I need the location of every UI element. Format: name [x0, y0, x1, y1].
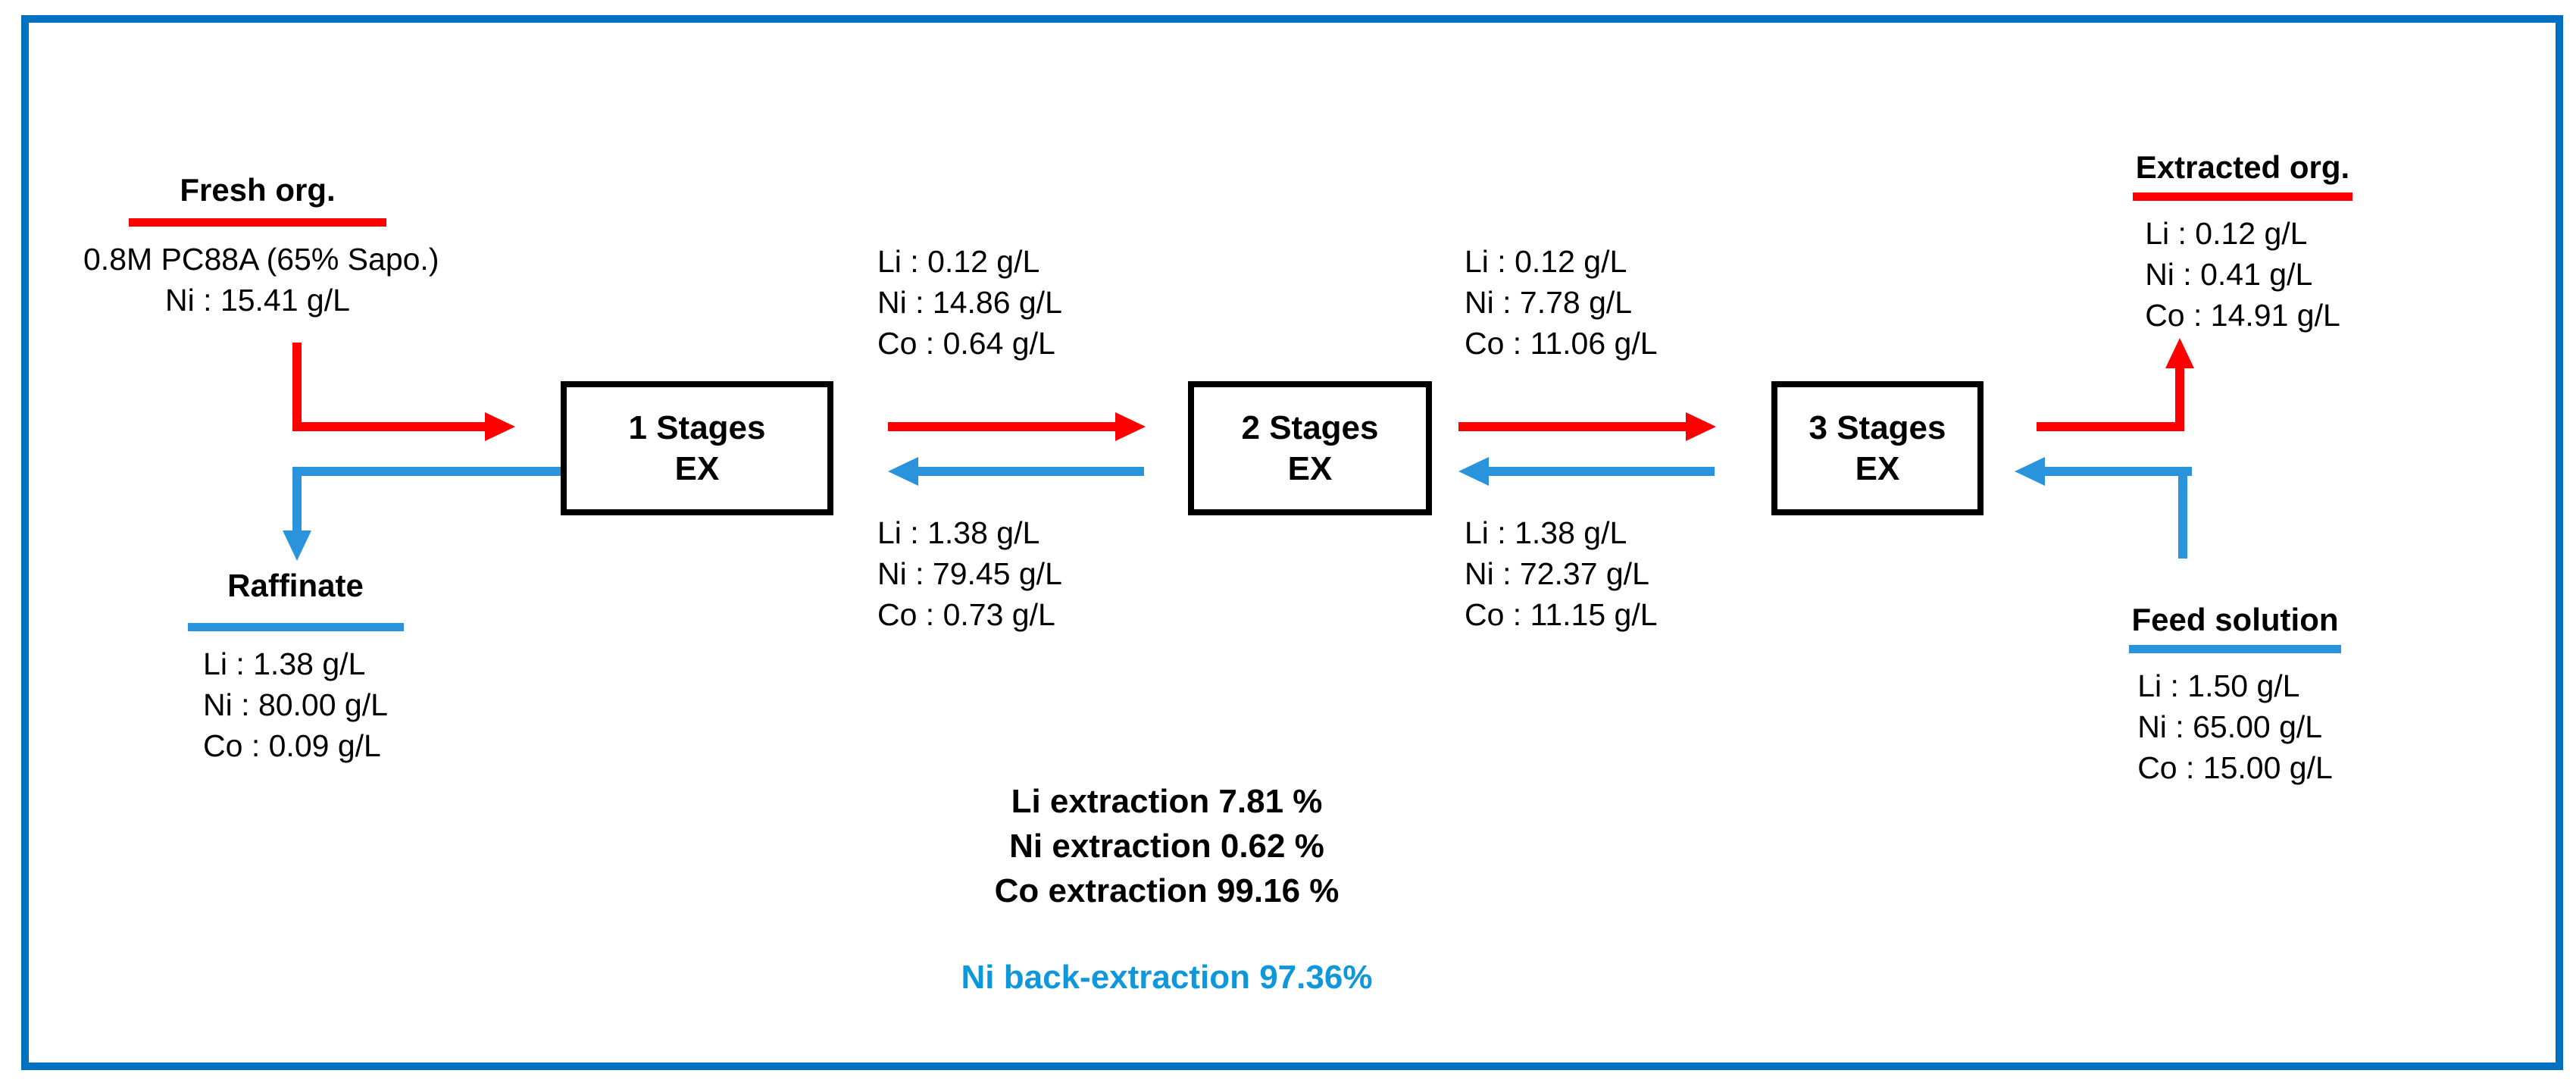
- feed-solution-title: Feed solution: [2131, 602, 2339, 637]
- summary-block: Li extraction 7.81 % Ni extraction 0.62 …: [833, 779, 1500, 1000]
- extracted-org-line: Ni : 0.41 g/L: [2145, 257, 2313, 292]
- extracted-org-block: Extracted org. Li : 0.12 g/L Ni : 0.41 g…: [2084, 149, 2402, 336]
- feed-solution-blue-underline: [2129, 645, 2341, 653]
- arrow-left-blue-icon: [1458, 457, 1489, 486]
- fresh-org-arrow-horizontal: [292, 422, 485, 431]
- stream-label-org-2-3: Li : 0.12 g/L Ni : 7.78 g/L Co : 11.06 g…: [1465, 241, 1658, 364]
- li-extraction-summary: Li extraction 7.81 %: [1011, 783, 1323, 820]
- fresh-org-block: Fresh org. 0.8M PC88A (65% Sapo.) Ni : 1…: [83, 171, 439, 321]
- raffinate-arrow-vertical: [292, 467, 302, 532]
- fresh-org-line: Ni : 15.41 g/L: [165, 283, 350, 318]
- arrow-right-red-icon: [1686, 412, 1716, 441]
- arrow-right-red-icon: [1115, 412, 1146, 441]
- fresh-org-arrow-vertical: [292, 343, 302, 431]
- arrow-up-red-icon: [2165, 338, 2194, 368]
- feed-arrow-horizontal: [2045, 467, 2192, 476]
- stream-line: Co : 11.15 g/L: [1465, 597, 1658, 632]
- arrow-right-red-icon: [485, 412, 515, 441]
- feed-solution-line: Li : 1.50 g/L: [2137, 668, 2300, 703]
- feed-solution-block: Feed solution Li : 1.50 g/L Ni : 65.00 g…: [2068, 601, 2402, 788]
- arrow-left-blue-icon: [888, 457, 918, 486]
- aq-flow-arrow-3-2: [1489, 467, 1715, 476]
- stage-box-3: 3 Stages EX: [1771, 381, 1984, 515]
- extracted-org-arrow-vertical: [2175, 368, 2184, 431]
- stream-line: Co : 11.06 g/L: [1465, 326, 1658, 361]
- ni-extraction-summary: Ni extraction 0.62 %: [1009, 828, 1324, 865]
- fresh-org-title: Fresh org.: [180, 172, 336, 208]
- stream-line: Co : 0.64 g/L: [877, 326, 1055, 361]
- stream-line: Ni : 7.78 g/L: [1465, 285, 1633, 320]
- extracted-org-line: Li : 0.12 g/L: [2145, 216, 2308, 251]
- stream-line: Ni : 79.45 g/L: [877, 556, 1062, 591]
- raffinate-block: Raffinate Li : 1.38 g/L Ni : 80.00 g/L C…: [129, 567, 462, 766]
- stream-line: Li : 0.12 g/L: [877, 244, 1040, 279]
- org-flow-arrow-1-2: [888, 422, 1115, 431]
- stage-box-2: 2 Stages EX: [1188, 381, 1432, 515]
- raffinate-line: Co : 0.09 g/L: [203, 728, 381, 763]
- raffinate-blue-underline: [187, 623, 404, 631]
- extracted-org-arrow-horizontal: [2037, 422, 2184, 431]
- fresh-org-line: 0.8M PC88A (65% Sapo.): [83, 242, 439, 277]
- stream-label-aq-3-2: Li : 1.38 g/L Ni : 72.37 g/L Co : 11.15 …: [1465, 512, 1658, 635]
- stream-line: Ni : 14.86 g/L: [877, 285, 1062, 320]
- feed-solution-line: Ni : 65.00 g/L: [2137, 709, 2323, 744]
- stream-line: Ni : 72.37 g/L: [1465, 556, 1649, 591]
- stage-box-3-label: EX: [1855, 449, 1900, 487]
- stream-line: Li : 1.38 g/L: [877, 515, 1040, 550]
- raffinate-title: Raffinate: [227, 568, 364, 603]
- aq-flow-arrow-2-1: [918, 467, 1144, 476]
- feed-solution-line: Co : 15.00 g/L: [2137, 750, 2333, 785]
- stage-box-1-label: 1 Stages: [628, 408, 766, 446]
- stage-box-3-label: 3 Stages: [1809, 408, 1946, 446]
- raffinate-line: Ni : 80.00 g/L: [203, 687, 388, 722]
- arrow-left-blue-icon: [2015, 457, 2045, 486]
- extracted-org-title: Extracted org.: [2135, 149, 2350, 185]
- org-flow-arrow-2-3: [1458, 422, 1686, 431]
- stage-box-2-label: EX: [1287, 449, 1333, 487]
- extracted-org-red-underline: [2133, 192, 2352, 201]
- stream-line: Li : 0.12 g/L: [1465, 244, 1627, 279]
- fresh-org-red-underline: [129, 218, 386, 227]
- arrow-down-blue-icon: [283, 530, 311, 561]
- stage-box-1: 1 Stages EX: [561, 381, 833, 515]
- stream-line: Li : 1.38 g/L: [1465, 515, 1627, 550]
- stream-line: Co : 0.73 g/L: [877, 597, 1055, 632]
- stream-label-aq-2-1: Li : 1.38 g/L Ni : 79.45 g/L Co : 0.73 g…: [877, 512, 1062, 635]
- raffinate-arrow-horizontal: [292, 467, 561, 476]
- stage-box-1-label: EX: [674, 449, 720, 487]
- stream-label-org-1-2: Li : 0.12 g/L Ni : 14.86 g/L Co : 0.64 g…: [877, 241, 1062, 364]
- raffinate-line: Li : 1.38 g/L: [203, 646, 366, 681]
- ni-back-extraction-summary: Ni back-extraction 97.36%: [961, 959, 1373, 996]
- co-extraction-summary: Co extraction 99.16 %: [994, 872, 1340, 909]
- feed-arrow-vertical: [2178, 467, 2187, 559]
- stage-box-2-label: 2 Stages: [1241, 408, 1379, 446]
- diagram-border: [21, 15, 2563, 1070]
- extracted-org-line: Co : 14.91 g/L: [2145, 298, 2340, 333]
